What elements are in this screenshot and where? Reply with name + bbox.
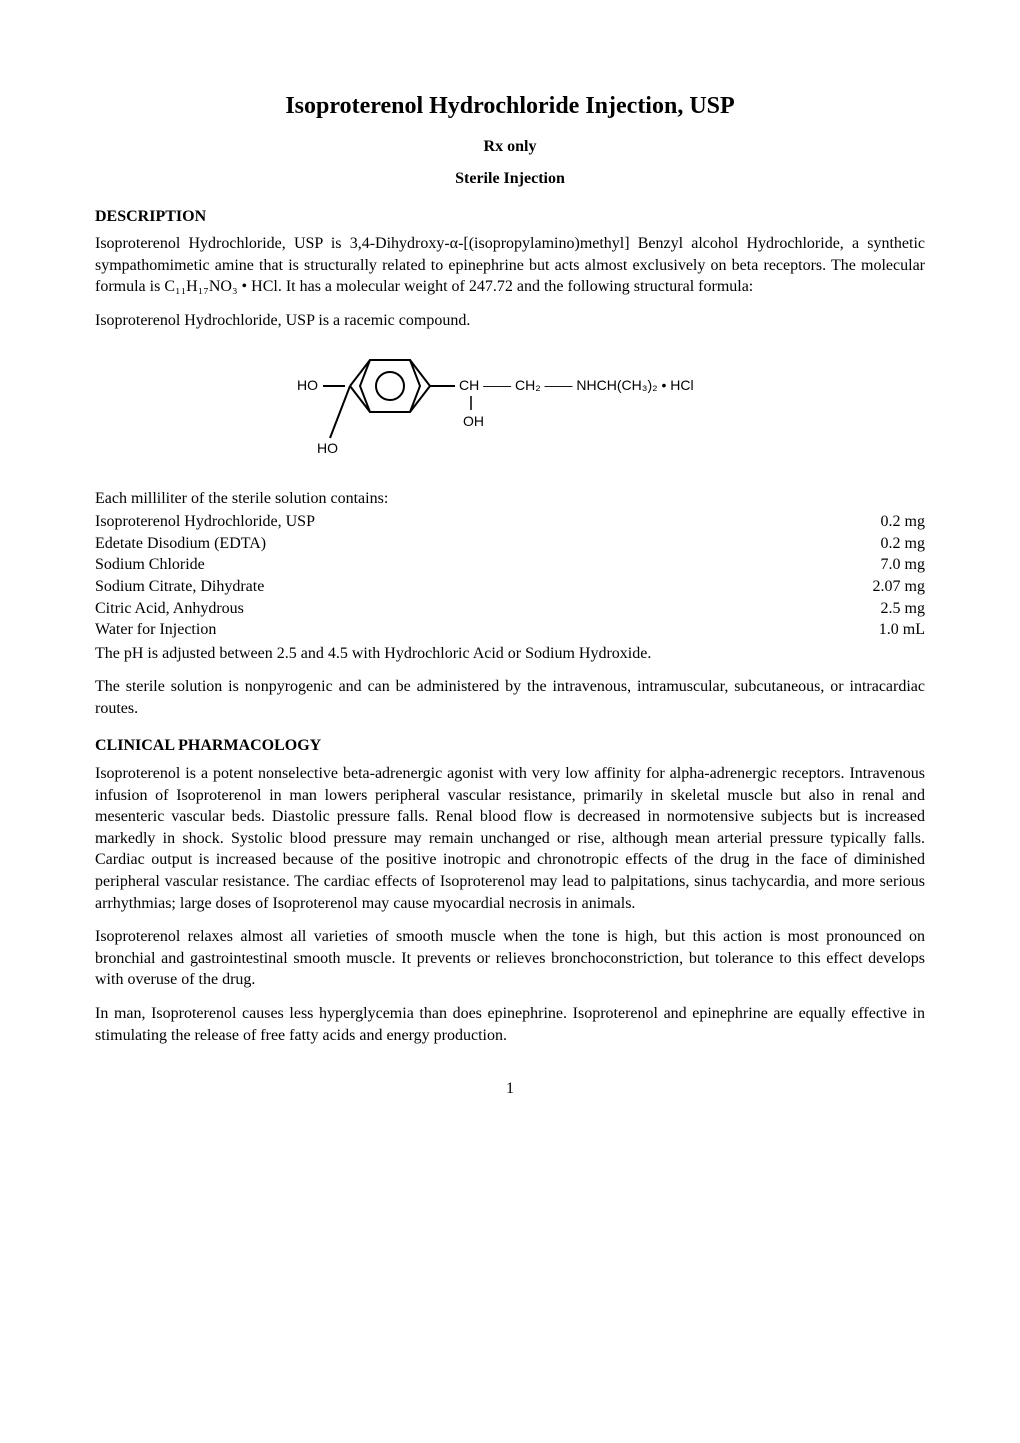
sterile-note: The sterile solution is nonpyrogenic and… <box>95 676 925 719</box>
ingredient-name: Water for Injection <box>95 619 216 641</box>
ingredient-row: Edetate Disodium (EDTA) 0.2 mg <box>95 533 925 555</box>
ingredient-name: Sodium Citrate, Dihydrate <box>95 576 264 598</box>
clinical-para-2: Isoproterenol relaxes almost all varieti… <box>95 926 925 991</box>
description-para-2: Isoproterenol Hydrochloride, USP is a ra… <box>95 310 925 332</box>
ingredient-row: Isoproterenol Hydrochloride, USP 0.2 mg <box>95 511 925 533</box>
page-number: 1 <box>95 1078 925 1100</box>
clinical-para-1: Isoproterenol is a potent nonselective b… <box>95 763 925 914</box>
chemical-structure-figure: HO HO CH —— CH₂ —— NHCH(CH₃)₂ • HCl OH <box>95 348 925 470</box>
subtitle-sterile-injection: Sterile Injection <box>95 168 925 190</box>
ingredient-name: Citric Acid, Anhydrous <box>95 598 244 620</box>
ph-note: The pH is adjusted between 2.5 and 4.5 w… <box>95 643 925 665</box>
ingredient-row: Sodium Chloride 7.0 mg <box>95 554 925 576</box>
ingredient-amount: 1.0 mL <box>879 619 925 641</box>
ingredients-intro: Each milliliter of the sterile solution … <box>95 488 925 510</box>
document-title: Isoproterenol Hydrochloride Injection, U… <box>95 90 925 122</box>
structure-bottom-ho: HO <box>317 440 338 456</box>
ingredient-amount: 2.5 mg <box>881 598 925 620</box>
ingredient-row: Citric Acid, Anhydrous 2.5 mg <box>95 598 925 620</box>
ingredient-amount: 0.2 mg <box>881 511 925 533</box>
ingredient-name: Edetate Disodium (EDTA) <box>95 533 266 555</box>
ingredient-amount: 7.0 mg <box>881 554 925 576</box>
chemical-structure-svg: HO HO CH —— CH₂ —— NHCH(CH₃)₂ • HCl OH <box>295 348 725 468</box>
clinical-pharmacology-heading: CLINICAL PHARMACOLOGY <box>95 735 925 757</box>
structure-right-chain: CH —— CH₂ —— NHCH(CH₃)₂ • HCl <box>459 377 694 393</box>
ingredient-amount: 2.07 mg <box>873 576 925 598</box>
ingredient-name: Isoproterenol Hydrochloride, USP <box>95 511 315 533</box>
description-para-1: Isoproterenol Hydrochloride, USP is 3,4-… <box>95 233 925 298</box>
structure-left-ho: HO <box>297 377 318 393</box>
subtitle-rx-only: Rx only <box>95 136 925 158</box>
ingredient-row: Sodium Citrate, Dihydrate 2.07 mg <box>95 576 925 598</box>
description-heading: DESCRIPTION <box>95 206 925 228</box>
ingredient-row: Water for Injection 1.0 mL <box>95 619 925 641</box>
ingredient-name: Sodium Chloride <box>95 554 205 576</box>
clinical-para-3: In man, Isoproterenol causes less hyperg… <box>95 1003 925 1046</box>
structure-below-oh: OH <box>463 413 484 429</box>
ingredient-amount: 0.2 mg <box>881 533 925 555</box>
